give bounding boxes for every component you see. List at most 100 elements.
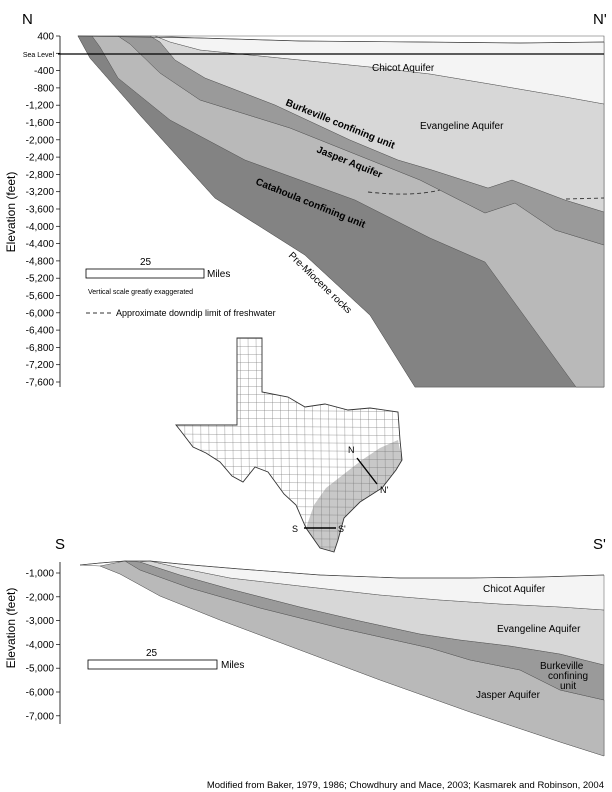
map-n-label: N <box>348 445 355 455</box>
bottom-burkeville-label-2: confining <box>548 671 588 682</box>
y-tick-label: -4,000 <box>26 640 55 651</box>
freshwater-legend-label: Approximate downdip limit of freshwater <box>116 308 276 318</box>
evangeline-label: Evangeline Aquifer <box>420 121 504 132</box>
county-line <box>263 338 267 552</box>
county-line <box>223 338 227 552</box>
bottom-y-axis-label: Elevation (feet) <box>4 588 18 669</box>
top-scale-value: 25 <box>140 257 152 268</box>
y-tick-label: -5,600 <box>26 291 55 302</box>
county-line <box>176 338 179 552</box>
land-surface-line <box>77 35 605 44</box>
county-line <box>255 338 259 552</box>
county-line <box>176 393 402 396</box>
county-line <box>176 401 402 404</box>
map-s-prime-label: S' <box>338 524 346 534</box>
county-line <box>176 345 402 348</box>
county-line <box>239 338 243 552</box>
s-label: S <box>55 536 65 553</box>
county-line <box>215 338 219 552</box>
y-tick-label: -1,600 <box>26 118 55 129</box>
county-line <box>176 353 402 356</box>
county-line <box>176 338 402 340</box>
y-tick-label: -6,000 <box>26 308 55 319</box>
bottom-land-surface <box>79 560 605 579</box>
y-tick-label: -7,600 <box>26 378 55 389</box>
county-line <box>176 417 402 420</box>
y-tick-label: -7,200 <box>26 360 55 371</box>
county-line <box>176 505 402 508</box>
county-line <box>199 338 203 552</box>
bottom-chicot-label: Chicot Aquifer <box>483 584 546 595</box>
y-tick-label: -4,000 <box>26 222 55 233</box>
top-y-tick-labels: 400 Sea Level -400 -800 -1,200 -1,600 -2,000 -2… <box>23 32 55 389</box>
top-y-ticks <box>56 35 60 383</box>
bottom-evangeline-label: Evangeline Aquifer <box>497 624 581 635</box>
county-line <box>183 338 187 552</box>
county-line <box>343 338 347 552</box>
county-line <box>176 377 402 380</box>
y-tick-label: -3,600 <box>26 205 55 216</box>
county-line <box>176 361 402 364</box>
county-line <box>176 545 402 548</box>
y-tick-label: -4,800 <box>26 256 55 267</box>
top-y-axis-label: Elevation (feet) <box>4 172 18 253</box>
bottom-burkeville-label-1: Burkeville <box>540 661 584 672</box>
section-n-n-prime: 400 Sea Level -400 -800 -1,200 -1,600 -2,000 -2… <box>4 11 607 389</box>
county-line <box>367 338 371 552</box>
county-line <box>176 369 402 372</box>
county-line <box>375 338 379 552</box>
bottom-scale-value: 25 <box>146 648 158 659</box>
county-line <box>176 513 402 516</box>
y-tick-label: -3,000 <box>26 616 55 627</box>
y-tick-label: -6,400 <box>26 326 55 337</box>
s-prime-label: S' <box>593 536 606 553</box>
bottom-y-tick-labels: -1,000 -2,000 -3,000 -4,000 -5,000 -6,000 -7,0… <box>26 569 55 723</box>
county-line <box>176 385 402 388</box>
y-tick-label: -6,000 <box>26 688 55 699</box>
top-scale-unit: Miles <box>207 269 230 280</box>
y-tick-label: -4,400 <box>26 239 55 250</box>
y-tick-label: -800 <box>34 83 54 94</box>
section-s-s-prime: -1,000 -2,000 -3,000 -4,000 -5,000 -6,000 -7,0… <box>4 536 606 757</box>
map-s-label: S <box>292 524 298 534</box>
county-line <box>287 338 291 552</box>
bottom-y-ticks <box>56 572 60 717</box>
bottom-jasper-label: Jasper Aquifer <box>476 690 541 701</box>
top-scale-bar <box>85 268 205 279</box>
county-line <box>176 521 402 524</box>
y-tick-label: -6,800 <box>26 343 55 354</box>
county-line <box>295 338 299 552</box>
y-tick-label: Sea Level <box>23 52 55 59</box>
vertical-scale-note: Vertical scale greatly exaggerated <box>88 289 193 296</box>
map-n-prime-label: N' <box>380 485 388 495</box>
source-credit: Modified from Baker, 1979, 1986; Chowdhu… <box>207 780 604 791</box>
y-tick-label: -2,000 <box>26 592 55 603</box>
chicot-label: Chicot Aquifer <box>372 63 435 74</box>
y-tick-label: -5,200 <box>26 274 55 285</box>
bottom-scale-bar <box>87 659 218 670</box>
bottom-scale-unit: Miles <box>221 660 244 671</box>
texas-location-map: N N' S S' <box>174 337 406 556</box>
y-tick-label: -2,400 <box>26 153 55 164</box>
y-tick-label: 400 <box>37 32 54 43</box>
county-line <box>207 338 211 552</box>
county-line <box>176 537 402 540</box>
county-line <box>176 529 402 532</box>
county-line <box>176 433 402 436</box>
gulf-coast-aquifer-area <box>306 440 402 552</box>
bottom-burkeville-label-3: unit <box>560 681 576 692</box>
county-line <box>176 425 402 428</box>
county-grid <box>174 338 406 556</box>
n-label: N <box>22 11 33 28</box>
n-n-prime-line <box>356 457 378 485</box>
county-line <box>176 441 402 444</box>
y-tick-label: -400 <box>34 66 54 77</box>
y-tick-label: -5,000 <box>26 664 55 675</box>
y-tick-label: -3,200 <box>26 187 55 198</box>
freshwater-limit-line-1 <box>367 189 441 195</box>
county-line <box>174 554 406 556</box>
county-line <box>176 449 402 452</box>
y-tick-label: -2,000 <box>26 135 55 146</box>
y-tick-label: -1,000 <box>26 569 55 580</box>
